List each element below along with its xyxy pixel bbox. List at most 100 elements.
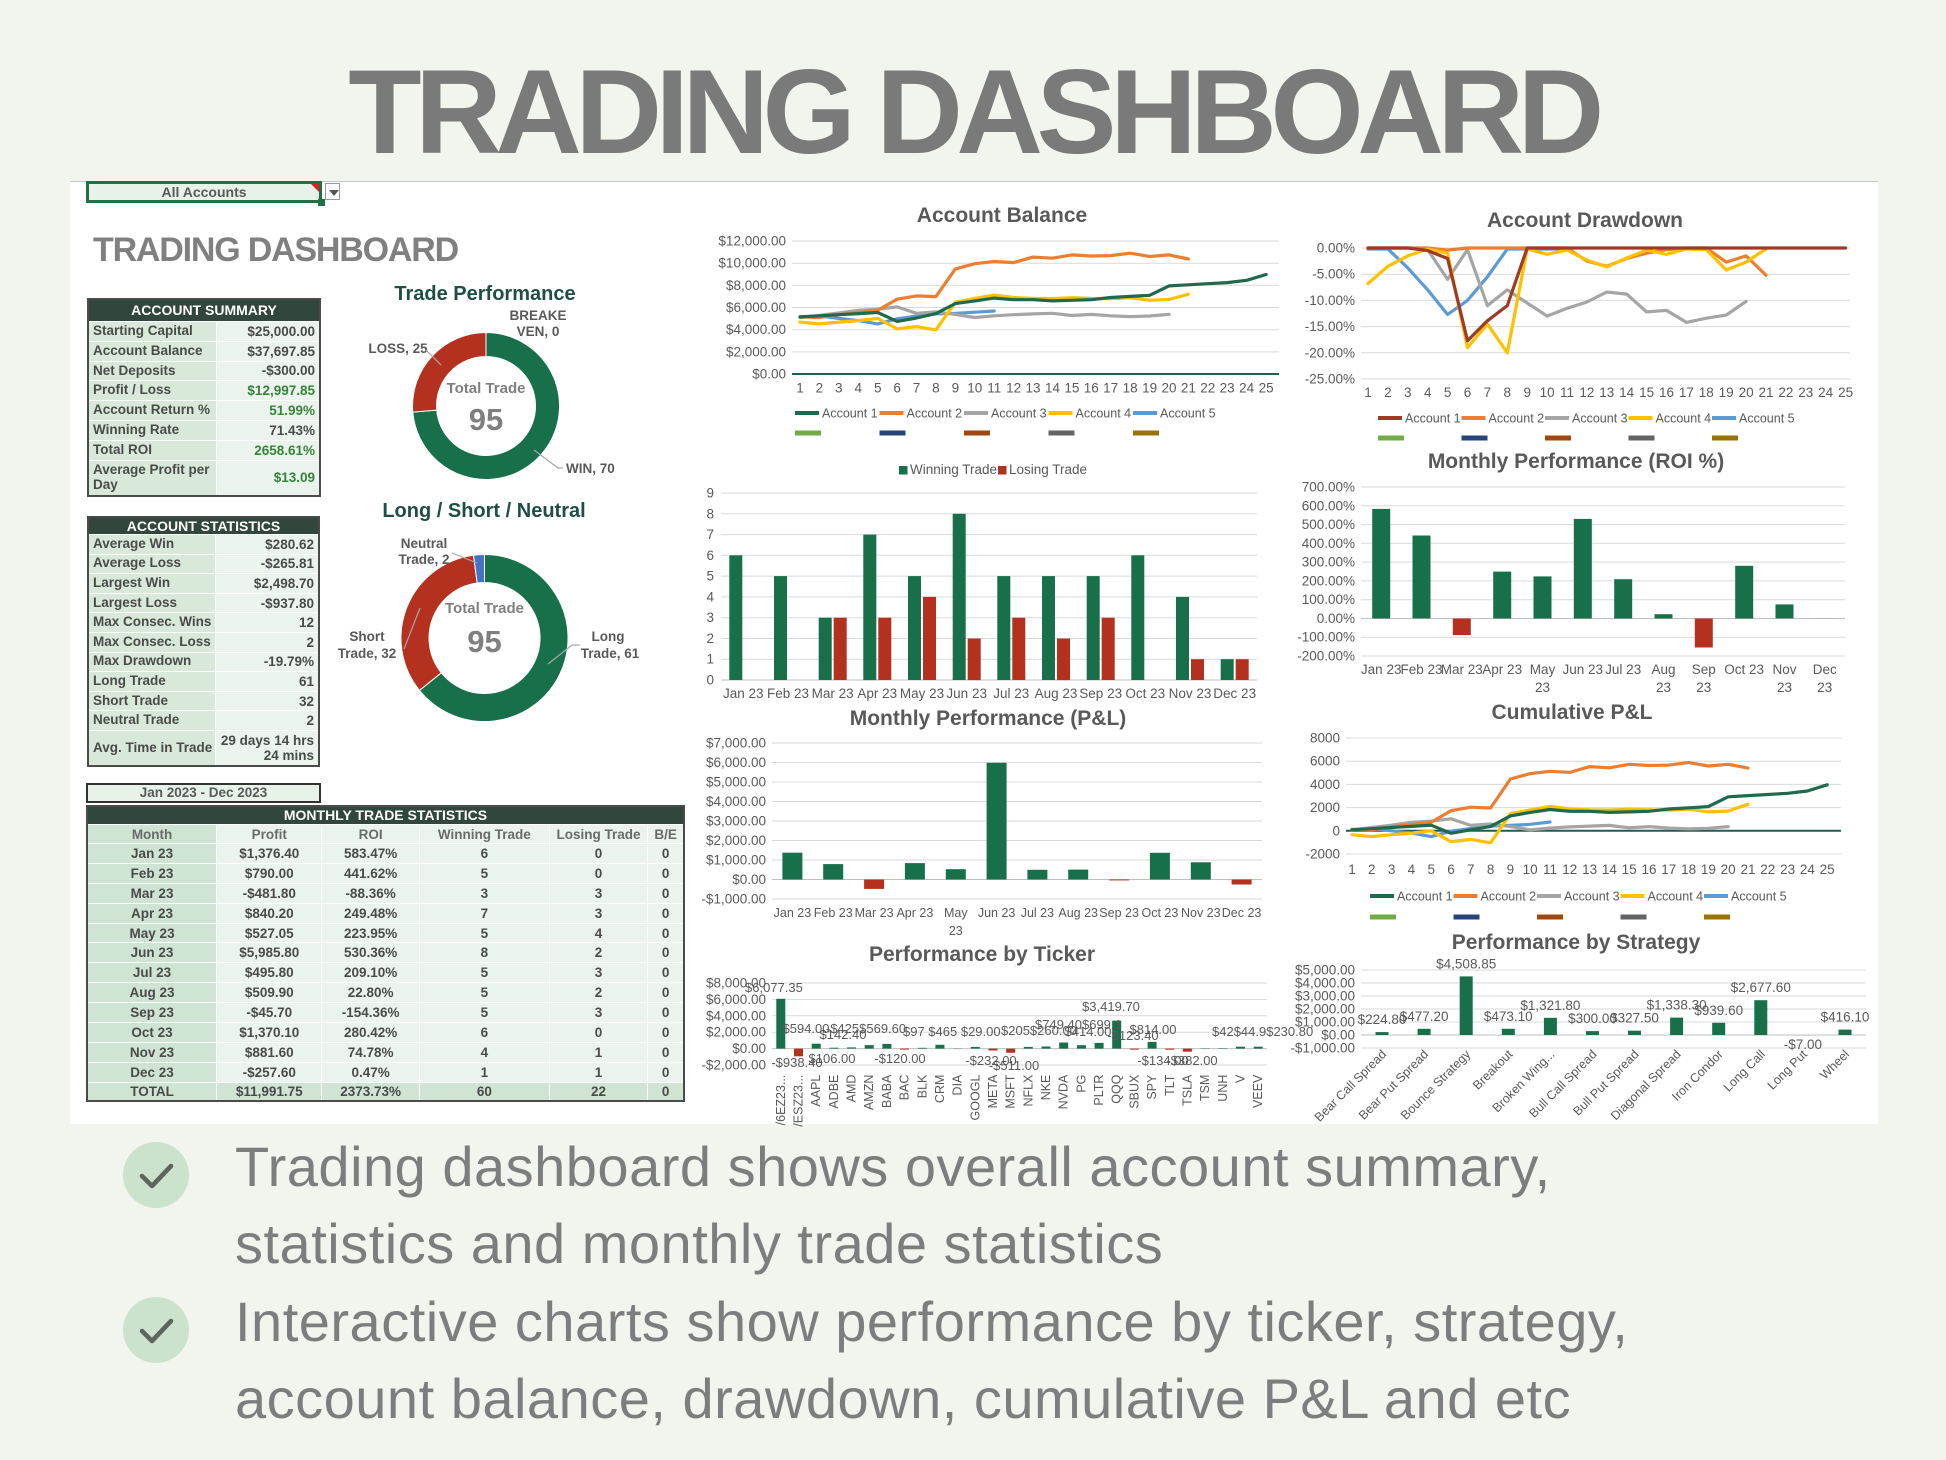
svg-text:17: 17 xyxy=(1679,385,1694,400)
svg-text:Monthly Performance (ROI %): Monthly Performance (ROI %) xyxy=(1428,450,1724,473)
svg-text:$1,338.30: $1,338.30 xyxy=(1647,998,1707,1013)
svg-text:300.00%: 300.00% xyxy=(1302,555,1355,570)
svg-text:$1,000.00: $1,000.00 xyxy=(706,853,766,868)
svg-text:$939.60: $939.60 xyxy=(1694,1003,1743,1018)
svg-text:-$425$569.60: -$425$569.60 xyxy=(826,1021,906,1036)
svg-text:3: 3 xyxy=(706,610,714,625)
svg-text:17: 17 xyxy=(1661,862,1676,877)
svg-text:-5.00%: -5.00% xyxy=(1312,267,1355,282)
svg-text:Mar 23: Mar 23 xyxy=(1441,662,1483,677)
svg-text:-$938.40: -$938.40 xyxy=(771,1055,822,1070)
svg-text:CRM: CRM xyxy=(933,1075,947,1103)
svg-text:Account 2: Account 2 xyxy=(1481,890,1537,904)
svg-text:23: 23 xyxy=(1777,680,1792,695)
svg-text:GOOGL: GOOGL xyxy=(968,1075,982,1121)
svg-text:7: 7 xyxy=(1484,385,1492,400)
svg-text:10: 10 xyxy=(967,381,982,396)
svg-text:LOSS, 25: LOSS, 25 xyxy=(368,341,428,356)
svg-text:23: 23 xyxy=(1696,680,1711,695)
svg-text:$1,000.00: $1,000.00 xyxy=(1295,1015,1355,1030)
svg-text:Sep 23: Sep 23 xyxy=(1099,906,1139,920)
svg-text:Total Trade: Total Trade xyxy=(447,380,526,397)
svg-text:4: 4 xyxy=(1408,862,1416,877)
svg-text:Account Balance: Account Balance xyxy=(917,204,1087,227)
svg-text:23: 23 xyxy=(949,924,963,938)
svg-text:4: 4 xyxy=(855,381,863,396)
svg-text:2: 2 xyxy=(1368,862,1376,877)
svg-text:Aug 23: Aug 23 xyxy=(1035,686,1078,701)
svg-text:ADBE: ADBE xyxy=(827,1075,841,1109)
svg-text:$6,000.00: $6,000.00 xyxy=(706,755,766,770)
svg-text:NVDA: NVDA xyxy=(1057,1074,1071,1109)
svg-text:$0.00: $0.00 xyxy=(752,367,786,382)
svg-text:24: 24 xyxy=(1800,862,1816,877)
svg-text:$300.00: $300.00 xyxy=(1568,1011,1617,1026)
svg-text:Total Trade: Total Trade xyxy=(445,600,524,617)
svg-text:13: 13 xyxy=(1582,862,1597,877)
svg-text:Apr 23: Apr 23 xyxy=(857,686,897,701)
svg-text:6: 6 xyxy=(1447,862,1455,877)
svg-text:$205$260.00: $205$260.00 xyxy=(1001,1023,1077,1038)
svg-text:8000: 8000 xyxy=(1310,731,1340,746)
svg-text:0.00%: 0.00% xyxy=(1317,611,1355,626)
svg-text:-2000: -2000 xyxy=(1305,847,1340,862)
svg-text:2: 2 xyxy=(816,381,824,396)
svg-text:$6,000.00: $6,000.00 xyxy=(726,300,786,315)
svg-text:-$7.00: -$7.00 xyxy=(1784,1037,1822,1052)
svg-text:3: 3 xyxy=(1388,862,1396,877)
svg-text:$8,000.00: $8,000.00 xyxy=(726,278,786,293)
svg-text:Jun 23: Jun 23 xyxy=(978,906,1016,920)
svg-text:6: 6 xyxy=(706,548,714,563)
svg-text:100.00%: 100.00% xyxy=(1302,592,1355,607)
svg-text:META: META xyxy=(986,1074,1000,1108)
svg-text:Jul 23: Jul 23 xyxy=(1605,662,1641,677)
svg-text:-$382.00: -$382.00 xyxy=(1166,1053,1217,1068)
svg-text:18: 18 xyxy=(1681,862,1696,877)
svg-text:Trade Performance: Trade Performance xyxy=(394,283,575,305)
svg-text:$5,000.00: $5,000.00 xyxy=(1295,963,1355,978)
svg-text:Trade, 61: Trade, 61 xyxy=(581,646,640,661)
svg-text:$0.00: $0.00 xyxy=(732,1041,766,1056)
svg-text:23: 23 xyxy=(1780,862,1795,877)
svg-text:Jun 23: Jun 23 xyxy=(946,686,987,701)
svg-text:Account 3: Account 3 xyxy=(1564,890,1620,904)
svg-text:$477.20: $477.20 xyxy=(1400,1009,1449,1024)
svg-text:$4,000.00: $4,000.00 xyxy=(706,1008,766,1023)
svg-text:$2,000.00: $2,000.00 xyxy=(706,1025,766,1040)
svg-text:700.00%: 700.00% xyxy=(1302,480,1355,495)
svg-text:21: 21 xyxy=(1758,385,1773,400)
svg-text:$12,000.00: $12,000.00 xyxy=(718,234,786,249)
svg-text:Account 4: Account 4 xyxy=(1656,412,1712,426)
svg-text:Neutral: Neutral xyxy=(401,536,448,551)
svg-text:Account 1: Account 1 xyxy=(822,407,878,421)
svg-text:Dec 23: Dec 23 xyxy=(1222,906,1262,920)
svg-text:11: 11 xyxy=(1543,862,1557,877)
svg-text:600.00%: 600.00% xyxy=(1302,498,1355,513)
svg-text:$4,000.00: $4,000.00 xyxy=(706,794,766,809)
svg-text:-10.00%: -10.00% xyxy=(1305,293,1355,308)
svg-text:Oct 23: Oct 23 xyxy=(1724,662,1764,677)
svg-text:95: 95 xyxy=(469,402,503,437)
svg-text:-$2,000.00: -$2,000.00 xyxy=(701,1058,766,1073)
svg-text:VEN, 0: VEN, 0 xyxy=(517,324,560,339)
svg-text:/6EZ23...: /6EZ23... xyxy=(774,1075,788,1126)
svg-text:$3,419.70: $3,419.70 xyxy=(1082,999,1140,1014)
svg-text:5: 5 xyxy=(1427,862,1435,877)
svg-text:-15.00%: -15.00% xyxy=(1305,319,1355,334)
svg-text:5: 5 xyxy=(706,569,714,584)
svg-text:V: V xyxy=(1234,1074,1248,1083)
svg-text:BABA: BABA xyxy=(880,1074,894,1108)
svg-text:$6,077.35: $6,077.35 xyxy=(745,980,803,995)
svg-text:Performance by Ticker: Performance by Ticker xyxy=(869,943,1095,966)
svg-text:Long: Long xyxy=(592,629,625,644)
svg-text:Dec 23: Dec 23 xyxy=(1213,686,1256,701)
svg-text:1: 1 xyxy=(796,381,804,396)
svg-text:NKE: NKE xyxy=(1039,1075,1053,1101)
svg-text:20: 20 xyxy=(1739,385,1754,400)
svg-text:22: 22 xyxy=(1760,862,1775,877)
svg-text:-$123.40: -$123.40 xyxy=(1107,1028,1158,1043)
svg-text:23: 23 xyxy=(1798,385,1813,400)
svg-text:AAPL: AAPL xyxy=(809,1075,823,1107)
svg-text:15: 15 xyxy=(1639,385,1654,400)
svg-text:Mar 23: Mar 23 xyxy=(812,686,854,701)
